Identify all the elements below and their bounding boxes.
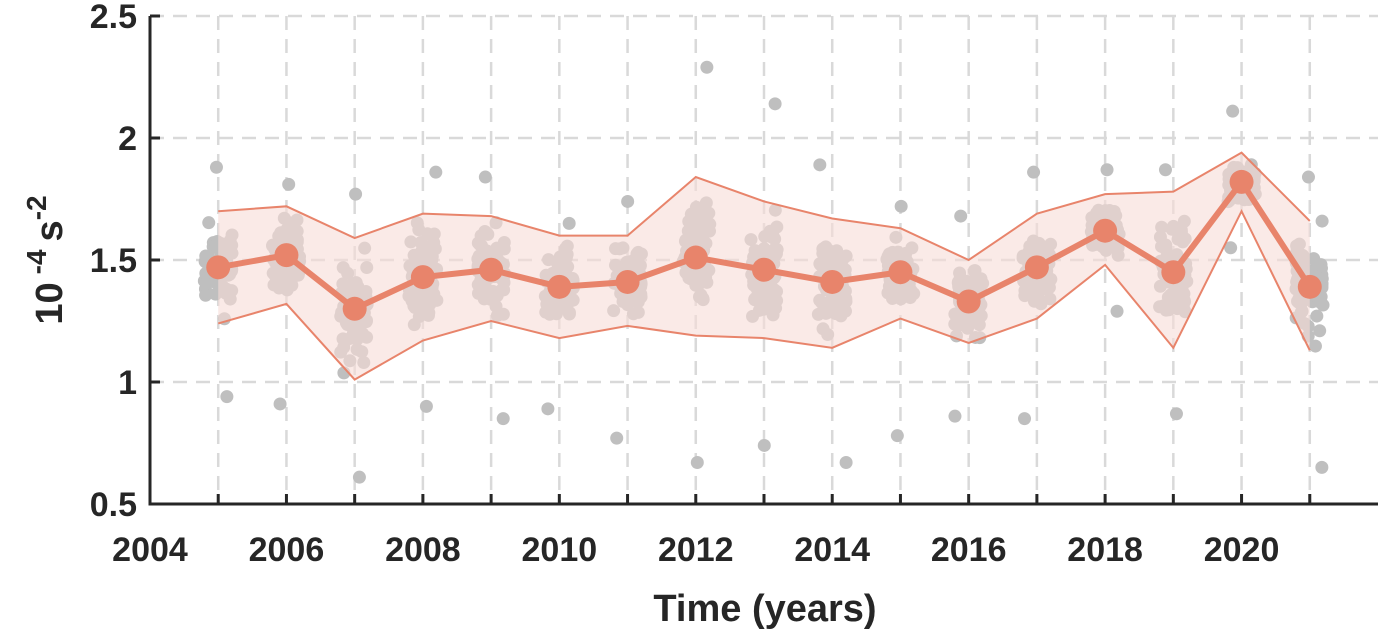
scatter-point bbox=[282, 177, 296, 191]
x-tick-label: 2004 bbox=[112, 531, 188, 569]
mean-point bbox=[410, 265, 435, 290]
scatter-point bbox=[894, 199, 908, 213]
scatter-point bbox=[890, 429, 904, 443]
scatter-point bbox=[429, 165, 443, 179]
y-tick-label: 2.5 bbox=[90, 0, 137, 36]
scatter-point bbox=[757, 438, 771, 452]
scatter-point bbox=[839, 456, 853, 470]
y-axis-label-unit: s bbox=[29, 220, 71, 241]
scatter-point bbox=[1226, 104, 1240, 118]
scatter-point bbox=[1310, 309, 1324, 323]
mean-point bbox=[274, 243, 299, 268]
scatter-point bbox=[199, 288, 213, 302]
scatter-point bbox=[1310, 257, 1324, 271]
scatter-point bbox=[1110, 304, 1124, 318]
x-tick-label: 2018 bbox=[1067, 531, 1143, 569]
mean-point bbox=[615, 269, 640, 294]
scatter-point bbox=[948, 409, 962, 423]
mean-point bbox=[683, 245, 708, 270]
scatter-point bbox=[1313, 324, 1327, 338]
axes bbox=[148, 14, 1378, 506]
scatter-point bbox=[273, 397, 287, 411]
x-tick-label: 2008 bbox=[385, 531, 461, 569]
mean-point bbox=[1093, 218, 1118, 243]
mean-point bbox=[1297, 274, 1322, 299]
mean-point bbox=[752, 257, 776, 282]
mean-point bbox=[1024, 255, 1049, 280]
scatter-point bbox=[199, 249, 213, 263]
mean-point bbox=[547, 274, 572, 299]
x-tick-label: 2020 bbox=[1204, 531, 1280, 569]
y-axis-label-base: 10 bbox=[29, 282, 71, 324]
upper-bound-line bbox=[218, 151, 1311, 262]
mean-point bbox=[1161, 260, 1186, 285]
scatter-point bbox=[690, 456, 704, 470]
scatter-point bbox=[1315, 214, 1329, 228]
mean-point bbox=[1229, 169, 1254, 194]
y-axis-label-exp2: -2 bbox=[21, 195, 52, 220]
y-axis-label: 10 -4 s-2 bbox=[21, 195, 71, 324]
tick-labels: 2004 2006 2008 2010 2012 2014 2016 2018 2020 0.5 1… bbox=[90, 0, 1280, 569]
scatter-point bbox=[954, 209, 968, 223]
scatter-point bbox=[220, 390, 234, 404]
mean-point bbox=[342, 296, 367, 321]
mean-point bbox=[956, 289, 981, 314]
y-tick-label: 1 bbox=[118, 364, 137, 402]
scatter-point bbox=[541, 402, 555, 416]
scatter-point bbox=[813, 158, 827, 172]
scatter-point bbox=[349, 187, 363, 201]
x-tick-label: 2012 bbox=[658, 531, 734, 569]
scatter-point bbox=[1308, 339, 1322, 353]
scatter-point bbox=[700, 60, 714, 74]
scatter-point bbox=[1027, 165, 1041, 179]
scatter-point bbox=[621, 194, 635, 208]
scatter-point bbox=[1315, 460, 1329, 474]
mean-point bbox=[888, 260, 913, 285]
y-tick-label: 0.5 bbox=[90, 486, 137, 524]
scatter-point bbox=[1312, 295, 1326, 309]
scatter-point bbox=[1018, 412, 1032, 426]
scatter-point bbox=[1100, 163, 1114, 177]
scatter-point bbox=[496, 412, 510, 426]
x-tick-label: 2014 bbox=[794, 531, 870, 569]
x-axis-label: Time (years) bbox=[653, 588, 876, 630]
y-tick-label: 2 bbox=[118, 120, 137, 158]
y-axis-label-exp1: -4 bbox=[21, 249, 52, 274]
scatter-point bbox=[209, 160, 223, 174]
scatter-point bbox=[610, 431, 624, 445]
scatter-point bbox=[1224, 241, 1238, 255]
scatter-point bbox=[562, 216, 576, 230]
mean-point bbox=[820, 269, 845, 294]
mean-point bbox=[206, 255, 231, 280]
scatter-point bbox=[768, 97, 782, 111]
lower-bound-line bbox=[217, 208, 1311, 381]
mean-point bbox=[479, 257, 504, 282]
y-tick-label: 1.5 bbox=[90, 242, 137, 280]
scatter-point bbox=[1169, 407, 1183, 421]
scatter-point bbox=[478, 170, 492, 184]
scatter-point bbox=[419, 399, 433, 413]
svg-text:10-4s-2: 10 -4 s-2 bbox=[21, 195, 71, 324]
x-tick-label: 2016 bbox=[931, 531, 1007, 569]
scatter-point bbox=[202, 216, 216, 230]
mean-series bbox=[206, 169, 1322, 321]
x-tick-label: 2010 bbox=[522, 531, 598, 569]
x-tick-label: 2006 bbox=[249, 531, 325, 569]
scatter-point bbox=[1301, 170, 1315, 184]
scatter-point bbox=[1158, 163, 1172, 177]
scatter-point bbox=[352, 470, 366, 484]
